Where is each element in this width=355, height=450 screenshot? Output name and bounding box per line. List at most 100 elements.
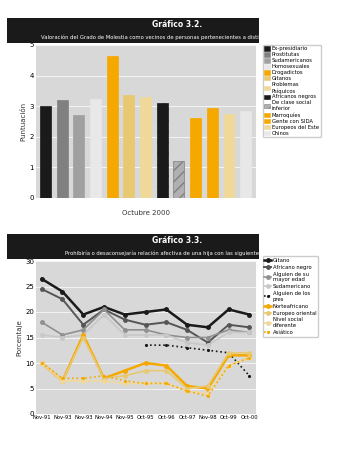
Alguien de los
pres (185, 345, 189, 351)
Sudamericano (185, 340, 189, 345)
Sudamericano (206, 342, 210, 348)
Norteafricano (60, 378, 65, 383)
Legend: Gitano, Africano negro, Alguien de su
mayor edad, Sudamericano, Alguien de los
p: Gitano, Africano negro, Alguien de su ma… (263, 256, 318, 337)
Europeo oriental (102, 376, 106, 381)
Bar (140, 97, 151, 198)
Nivel social
diferente (206, 391, 210, 396)
Europeo oriental (143, 368, 148, 373)
Text: Gráfico 3.2.: Gráfico 3.2. (152, 20, 203, 29)
Alguien de su
mayor edad (206, 335, 210, 340)
Europeo oriental (123, 373, 127, 378)
Norteafricano (123, 368, 127, 373)
Africano negro (164, 320, 168, 325)
Norteafricano (226, 353, 231, 358)
Sudamericano (247, 330, 251, 335)
Line: Africano negro: Africano negro (40, 287, 251, 344)
Europeo oriental (164, 368, 168, 373)
Line: Alguien de su
mayor edad: Alguien de su mayor edad (40, 308, 251, 339)
Sudamericano (60, 335, 65, 340)
Norteafricano (81, 332, 86, 338)
Nivel social
diferente (123, 381, 127, 386)
Nivel social
diferente (226, 363, 231, 368)
Africano negro (102, 307, 106, 312)
Asiático (226, 363, 231, 368)
Africano negro (226, 322, 231, 328)
Gitano (40, 276, 44, 282)
Alguien de su
mayor edad (40, 320, 44, 325)
Nivel social
diferente (164, 381, 168, 386)
Asiático (206, 393, 210, 399)
Asiático (123, 378, 127, 383)
Norteafricano (164, 363, 168, 368)
Bar (57, 100, 67, 198)
Line: Gitano: Gitano (40, 277, 251, 329)
Alguien de los
pres (206, 347, 210, 353)
Norteafricano (102, 376, 106, 381)
Africano negro (247, 324, 251, 330)
Gitano (123, 312, 127, 317)
Nivel social
diferente (60, 378, 65, 383)
Africano negro (143, 322, 148, 328)
Alguien de su
mayor edad (247, 330, 251, 335)
Line: Nivel social
diferente: Nivel social diferente (40, 356, 251, 396)
Gitano (185, 322, 189, 328)
Africano negro (206, 340, 210, 345)
Africano negro (185, 327, 189, 333)
Alguien de los
pres (143, 342, 148, 348)
Text: Valoración del Grado de Molestia como vecinos de personas pertenecientes a disti: Valoración del Grado de Molestia como ve… (41, 35, 314, 40)
Sudamericano (143, 332, 148, 338)
Sudamericano (164, 332, 168, 338)
Bar (107, 56, 118, 198)
Asiático (164, 381, 168, 386)
Asiático (102, 373, 106, 378)
Africano negro (40, 286, 44, 292)
Asiático (247, 355, 251, 360)
Africano negro (60, 297, 65, 302)
Norteafricano (247, 353, 251, 358)
Alguien de su
mayor edad (81, 327, 86, 333)
Gitano (143, 309, 148, 315)
Gitano (164, 307, 168, 312)
Gitano (247, 312, 251, 317)
Bar (224, 114, 234, 198)
Alguien de su
mayor edad (226, 327, 231, 333)
Y-axis label: Porcentaje: Porcentaje (16, 319, 22, 356)
Bar (190, 118, 201, 198)
Line: Sudamericano: Sudamericano (40, 313, 251, 347)
Alguien de su
mayor edad (143, 327, 148, 333)
Alguien de su
mayor edad (185, 335, 189, 340)
Norteafricano (143, 360, 148, 366)
Nivel social
diferente (143, 381, 148, 386)
Bar (157, 103, 168, 198)
Asiático (81, 376, 86, 381)
Europeo oriental (206, 383, 210, 389)
Text: Octubre 2000: Octubre 2000 (121, 210, 170, 216)
Bar (207, 108, 218, 198)
Bar (90, 99, 101, 198)
Europeo oriental (60, 378, 65, 383)
Europeo oriental (185, 386, 189, 391)
Line: Asiático: Asiático (40, 356, 251, 398)
Asiático (185, 388, 189, 394)
Norteafricano (185, 383, 189, 389)
Gitano (60, 289, 65, 294)
Gitano (102, 304, 106, 310)
Europeo oriental (40, 360, 44, 366)
Bar (124, 95, 134, 198)
Europeo oriental (81, 335, 86, 340)
Bar (73, 115, 84, 198)
Y-axis label: Puntuación: Puntuación (21, 102, 27, 141)
Sudamericano (226, 330, 231, 335)
Alguien de su
mayor edad (102, 307, 106, 312)
Bar (174, 161, 184, 198)
Gitano (206, 324, 210, 330)
Alguien de los
pres (226, 350, 231, 356)
Nivel social
diferente (81, 378, 86, 383)
Africano negro (81, 322, 86, 328)
Alguien de su
mayor edad (60, 332, 65, 338)
Gitano (81, 312, 86, 317)
Sudamericano (123, 332, 127, 338)
Sudamericano (102, 312, 106, 317)
Line: Europeo oriental: Europeo oriental (40, 336, 251, 390)
Alguien de los
pres (247, 373, 251, 378)
